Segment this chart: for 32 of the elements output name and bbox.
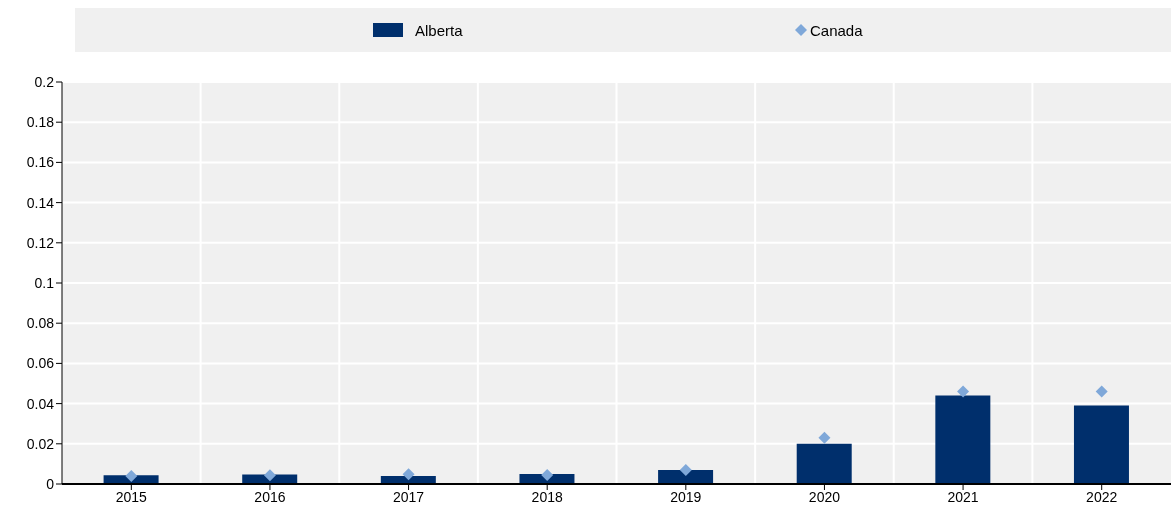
x-tick-label: 2016 [254, 488, 286, 505]
point [957, 385, 970, 398]
point [541, 468, 554, 481]
x-tick-label: 2015 [115, 488, 148, 505]
point [818, 431, 831, 444]
x-tick-label: 2022 [1086, 488, 1118, 505]
y-tick-label: 0.1 [34, 274, 55, 291]
bar [796, 443, 852, 484]
bar [1073, 405, 1129, 484]
y-tick-label: 0.14 [26, 194, 55, 211]
x-tick-label: 2020 [808, 488, 841, 505]
x-tick-label: 2018 [531, 488, 563, 505]
y-tick-label: 0 [46, 475, 55, 492]
point [1095, 385, 1108, 398]
legend-label: Alberta [415, 21, 463, 39]
point [263, 469, 276, 482]
x-tick-label: 2019 [670, 488, 702, 505]
y-tick-label: 0.08 [26, 315, 55, 332]
point [125, 469, 138, 482]
y-tick-label: 0.16 [26, 154, 55, 171]
y-tick-label: 0.04 [26, 395, 55, 412]
point [679, 463, 692, 476]
legend-label: Canada [810, 21, 863, 39]
y-tick-label: 0.18 [26, 114, 55, 131]
x-tick-label: 2021 [947, 488, 979, 505]
point [402, 468, 415, 481]
y-tick-label: 0.02 [26, 435, 55, 452]
bar [935, 395, 991, 484]
y-tick-label: 0.12 [26, 234, 55, 251]
x-tick-label: 2017 [392, 488, 425, 505]
y-tick-label: 0.2 [34, 73, 55, 90]
y-tick-label: 0.06 [26, 355, 55, 372]
